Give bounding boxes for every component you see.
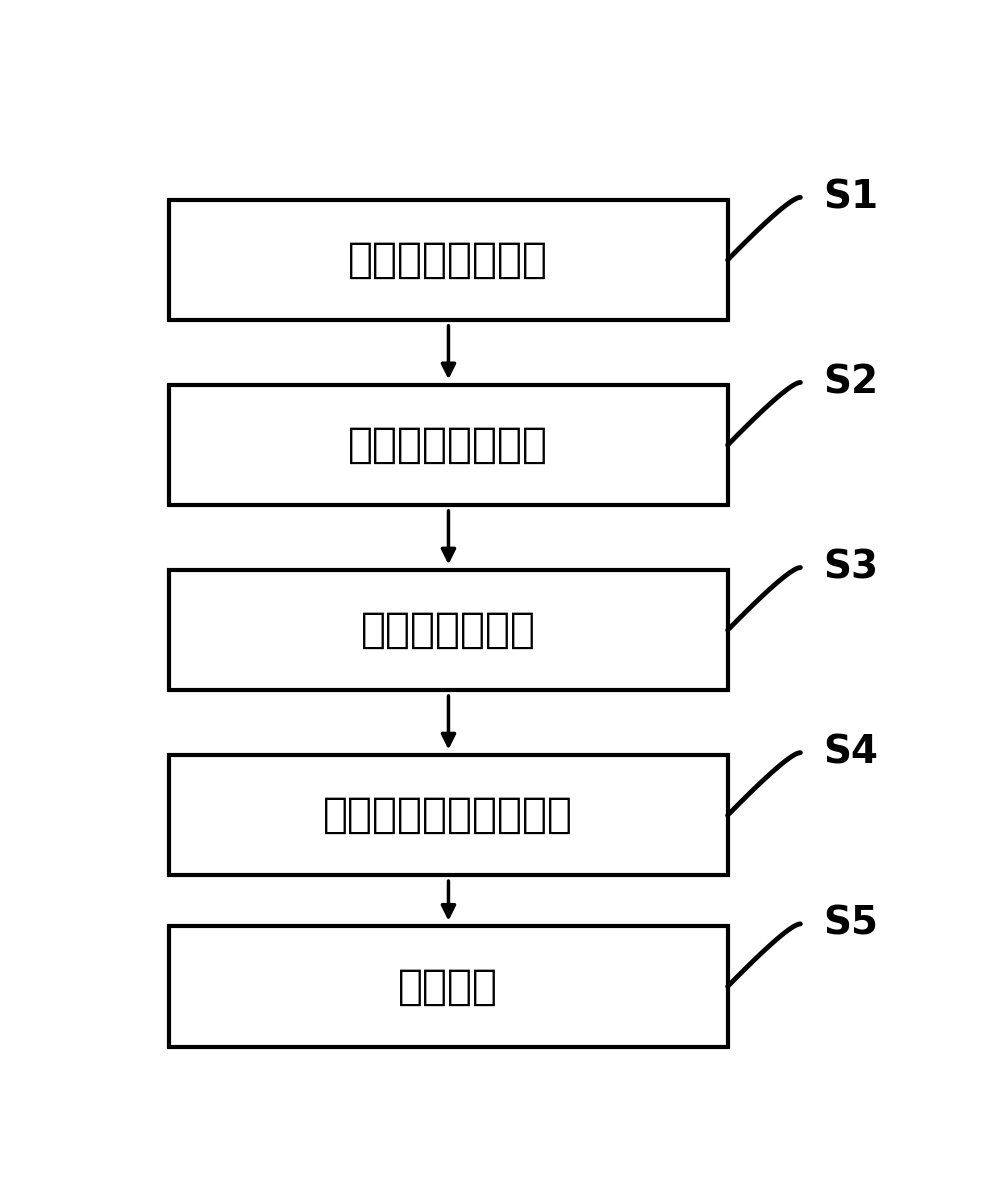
Bar	[170, 385, 727, 505]
Text: 玻璃基板提供步骤: 玻璃基板提供步骤	[348, 239, 548, 281]
Bar	[170, 927, 727, 1047]
Text: S4: S4	[822, 733, 878, 772]
Text: 阵列基板制备步骤: 阵列基板制备步骤	[348, 424, 548, 466]
Text: S2: S2	[822, 363, 878, 401]
Text: 指纹识别模组制备步骤: 指纹识别模组制备步骤	[323, 795, 573, 837]
Text: 成盒步骤: 成盒步骤	[398, 965, 498, 1007]
Text: S5: S5	[822, 905, 878, 942]
Bar	[170, 755, 727, 875]
Text: S3: S3	[822, 548, 878, 587]
Text: 彩膜层集成步骤: 彩膜层集成步骤	[361, 609, 535, 651]
Bar	[170, 200, 727, 320]
Text: S1: S1	[822, 178, 878, 216]
Bar	[170, 570, 727, 690]
